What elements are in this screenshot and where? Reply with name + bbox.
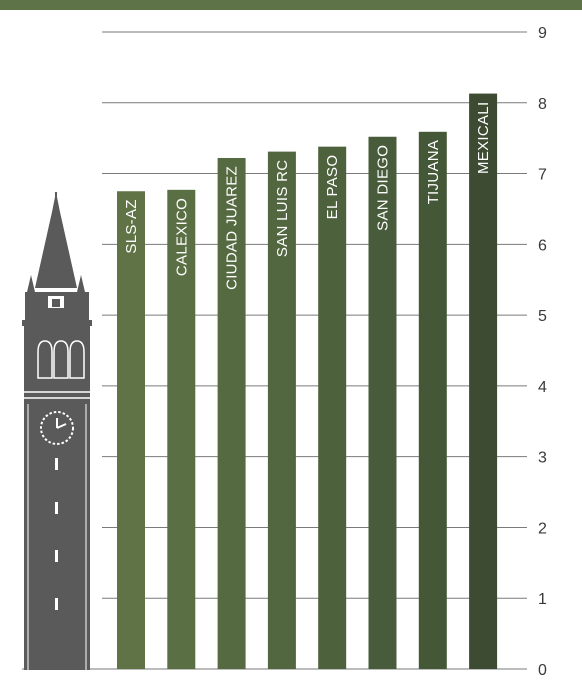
bar [469, 94, 497, 669]
y-tick-label: 6 [538, 237, 547, 254]
y-axis-ticks: 0 1 2 3 4 5 6 7 8 9 [538, 25, 547, 679]
bar [419, 132, 447, 669]
bar-label: SAN DIEGO [375, 145, 392, 231]
bar-label: MEXICALI [475, 102, 492, 174]
bar-label: TIJUANA [425, 140, 442, 205]
y-tick-label: 4 [538, 379, 547, 396]
bar-label: SAN LUIS RC [274, 160, 291, 258]
bar-label: SLS-AZ [123, 199, 140, 253]
y-tick-label: 9 [538, 25, 547, 42]
y-tick-label: 2 [538, 520, 547, 537]
y-tick-label: 1 [538, 591, 547, 608]
bar-label: CIUDAD JUAREZ [224, 166, 241, 290]
y-tick-label: 8 [538, 96, 547, 113]
y-tick-label: 0 [538, 662, 547, 679]
bar [318, 147, 346, 669]
clock-tower-icon [22, 192, 92, 670]
bar-label: CALEXICO [173, 198, 190, 276]
bar-label: EL PASO [324, 155, 341, 220]
bar [117, 191, 145, 669]
y-tick-label: 7 [538, 167, 547, 184]
y-tick-label: 5 [538, 308, 547, 325]
y-tick-label: 3 [538, 450, 547, 467]
